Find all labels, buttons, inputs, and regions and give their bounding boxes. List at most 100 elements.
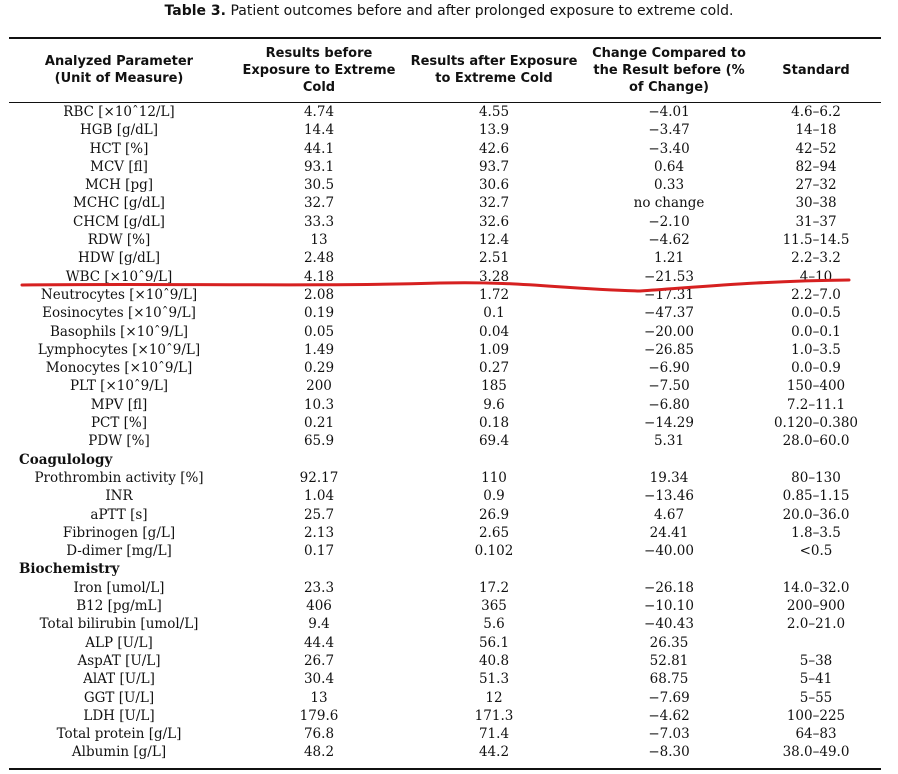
table-row: MCHC [g/dL] 32.7 32.7 no change 30–38 <box>9 194 881 212</box>
after-cell: 0.27 <box>478 360 510 377</box>
after-cell: 4.55 <box>478 104 510 120</box>
change-cell: 4.67 <box>653 506 685 523</box>
header-before-text: Results before Exposure to Extreme Cold <box>242 45 396 95</box>
before-cell: 2.48 <box>303 250 335 267</box>
after-cell: 185 <box>481 378 507 395</box>
bottom-rule <box>9 768 881 770</box>
change-cell: −7.69 <box>648 689 690 706</box>
table-row: ALP [U/L] 44.4 56.1 26.35 <box>9 634 881 652</box>
parameter-cell: PDW [%] <box>88 433 150 450</box>
standard-cell: 2.2–7.0 <box>791 286 841 303</box>
standard-cell: 1.8–3.5 <box>791 524 841 541</box>
table-row: CHCM [g/dL] 33.3 32.6 −2.10 31–37 <box>9 213 881 231</box>
after-cell: 44.2 <box>478 744 510 761</box>
parameter-cell: Eosinocytes [×10ˆ9/L] <box>42 305 196 322</box>
header-after: Results after Exposure to Extreme Cold <box>404 42 584 98</box>
standard-cell: 100–225 <box>786 707 846 724</box>
table-row: LDH [U/L] 179.6 171.3 −4.62 100–225 <box>9 707 881 725</box>
standard-cell: 80–130 <box>791 469 841 486</box>
parameter-cell: Lymphocytes [×10ˆ9/L] <box>37 341 201 358</box>
change-cell: −6.80 <box>648 396 690 413</box>
parameter-cell: Neutrocytes [×10ˆ9/L] <box>40 286 198 303</box>
section-heading: Biochemistry <box>19 561 120 578</box>
header-standard-text: Standard <box>782 62 850 78</box>
table-row: Monocytes [×10ˆ9/L] 0.29 0.27 −6.90 0.0–0.9 <box>9 359 881 377</box>
before-cell: 1.49 <box>303 341 335 358</box>
standard-cell: 28.0–60.0 <box>782 433 850 450</box>
after-cell: 30.6 <box>478 177 510 194</box>
after-cell: 51.3 <box>478 671 510 688</box>
after-cell: 17.2 <box>478 579 510 596</box>
after-cell: 171.3 <box>474 707 514 724</box>
table-row: PDW [%] 65.9 69.4 5.31 28.0–60.0 <box>9 432 881 450</box>
header-change: Change Compared to the Result before (% … <box>579 42 759 98</box>
table-row: D-dimer [mg/L] 0.17 0.102 −40.00 <0.5 <box>9 542 881 560</box>
standard-cell: 14.0–32.0 <box>782 579 850 596</box>
change-cell: 19.34 <box>649 469 689 486</box>
after-cell: 93.7 <box>478 158 510 175</box>
before-cell: 26.7 <box>303 652 335 669</box>
after-cell: 12 <box>485 689 503 706</box>
parameter-cell: MCV [fl] <box>90 158 148 175</box>
table-row: RDW [%] 13 12.4 −4.62 11.5–14.5 <box>9 231 881 249</box>
section-heading: Coagulology <box>19 451 113 468</box>
parameter-cell: Monocytes [×10ˆ9/L] <box>45 360 193 377</box>
after-cell: 56.1 <box>478 634 510 651</box>
before-cell: 13 <box>310 689 328 706</box>
standard-cell: 200–900 <box>786 598 846 615</box>
change-cell: 5.31 <box>653 433 685 450</box>
after-cell: 32.7 <box>478 195 510 212</box>
table-row: Prothrombin activity [%] 92.17 110 19.34 80–… <box>9 469 881 487</box>
after-cell: 69.4 <box>478 433 510 450</box>
parameter-cell: Total bilirubin [umol/L] <box>39 616 199 633</box>
top-rule <box>9 37 881 39</box>
after-cell: 0.1 <box>483 305 505 322</box>
header-parameter: Analyzed Parameter (Unit of Measure) <box>9 42 229 98</box>
table-row: HGB [g/dL] 14.4 13.9 −3.47 14–18 <box>9 121 881 139</box>
after-cell: 26.9 <box>478 506 510 523</box>
standard-cell: 5–38 <box>799 652 833 669</box>
standard-cell: 4.6–6.2 <box>791 104 841 120</box>
parameter-cell: Prothrombin activity [%] <box>34 469 204 486</box>
parameter-cell: Fibrinogen [g/L] <box>62 524 176 541</box>
standard-cell: 7.2–11.1 <box>786 396 846 413</box>
before-cell: 0.17 <box>303 543 335 560</box>
before-cell: 1.04 <box>303 488 335 505</box>
before-cell: 25.7 <box>303 506 335 523</box>
after-cell: 0.102 <box>474 543 514 560</box>
before-cell: 0.19 <box>303 305 335 322</box>
change-cell: −13.46 <box>644 488 694 505</box>
after-cell: 0.9 <box>483 488 505 505</box>
parameter-cell: ALP [U/L] <box>85 634 153 651</box>
change-cell: 52.81 <box>649 652 689 669</box>
table-row: PLT [×10ˆ9/L] 200 185 −7.50 150–400 <box>9 377 881 395</box>
after-cell: 13.9 <box>478 122 510 139</box>
parameter-cell: RDW [%] <box>87 232 151 249</box>
after-cell: 0.04 <box>478 323 510 340</box>
parameter-cell: INR <box>105 488 133 505</box>
standard-cell: 14–18 <box>795 122 837 139</box>
before-cell: 0.21 <box>303 415 335 432</box>
before-cell: 23.3 <box>303 579 335 596</box>
before-cell: 2.13 <box>303 524 335 541</box>
parameter-cell: Albumin [g/L] <box>71 744 167 761</box>
standard-cell: 0.85–1.15 <box>782 488 850 505</box>
change-cell: −3.47 <box>648 122 690 139</box>
before-cell: 0.29 <box>303 360 335 377</box>
section-row: Biochemistry <box>9 560 881 578</box>
before-cell: 406 <box>306 598 332 615</box>
parameter-cell: MPV [fl] <box>90 396 148 413</box>
standard-cell: 1.0–3.5 <box>791 341 841 358</box>
before-cell: 200 <box>306 378 332 395</box>
change-cell: −26.18 <box>644 579 694 596</box>
after-cell: 42.6 <box>478 140 510 157</box>
before-cell: 10.3 <box>303 396 335 413</box>
parameter-cell: LDH [U/L] <box>83 707 155 724</box>
change-cell: −47.37 <box>644 305 694 322</box>
parameter-cell: Iron [umol/L] <box>73 579 165 596</box>
change-cell: −26.85 <box>644 341 694 358</box>
parameter-cell: WBC [×10ˆ9/L] <box>65 268 173 285</box>
after-cell: 5.6 <box>483 616 505 633</box>
table-row: WBC [×10ˆ9/L] 4.18 3.28 −21.53 4–10 <box>9 268 881 286</box>
change-cell: −4.62 <box>648 707 690 724</box>
